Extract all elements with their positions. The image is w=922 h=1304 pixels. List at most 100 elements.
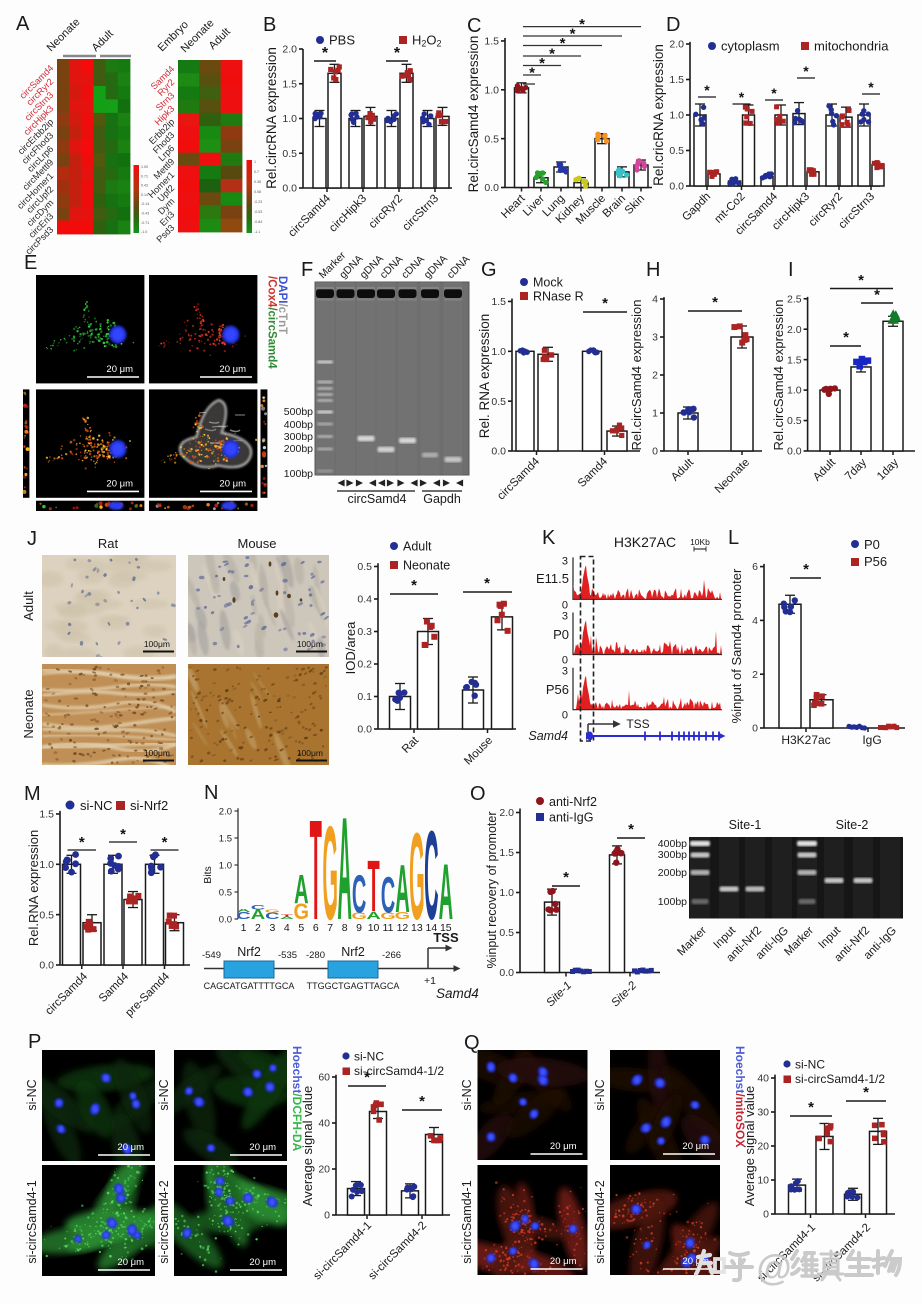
svg-text:0.0: 0.0 (787, 446, 802, 458)
svg-text:H2O2: H2O2 (412, 33, 442, 49)
svg-text:1.00: 1.00 (141, 165, 148, 169)
svg-text:*: * (704, 82, 710, 98)
svg-text:+1: +1 (424, 975, 436, 987)
svg-text:mitochondria: mitochondria (814, 39, 889, 54)
svg-text:*: * (863, 1084, 869, 1101)
svg-text:0.14: 0.14 (141, 193, 148, 197)
svg-text:Rel.cricRNA expression: Rel.cricRNA expression (651, 44, 666, 186)
svg-text:F: F (301, 259, 313, 281)
svg-text:μm: μm (120, 478, 133, 489)
svg-text:20: 20 (318, 1164, 330, 1176)
svg-text:14: 14 (426, 922, 438, 934)
svg-text:400bp: 400bp (284, 419, 313, 431)
svg-text:-0.71: -0.71 (141, 221, 149, 225)
svg-text:*: * (364, 1069, 370, 1086)
svg-text:Adult: Adult (21, 591, 36, 621)
svg-text:Rel.RNA expression: Rel.RNA expression (26, 830, 41, 946)
svg-text:1: 1 (652, 408, 658, 420)
svg-text:100μm: 100μm (144, 748, 170, 758)
svg-text:9: 9 (356, 922, 362, 934)
svg-text:μm: μm (131, 1257, 144, 1268)
svg-text:1.0: 1.0 (669, 110, 684, 122)
svg-text:Neonate: Neonate (21, 689, 36, 738)
svg-text:si-NC: si-NC (157, 1079, 171, 1110)
svg-text:Hoechst/DCFH-DA: Hoechst/DCFH-DA (290, 1046, 304, 1152)
svg-text:μm: μm (563, 1256, 576, 1267)
svg-text:Rel.circSamd4 expression: Rel.circSamd4 expression (629, 299, 644, 450)
svg-text:0.5: 0.5 (787, 415, 802, 427)
svg-text:si-NC: si-NC (460, 1079, 474, 1110)
svg-text:30: 30 (757, 1107, 769, 1119)
svg-text:20: 20 (219, 478, 230, 489)
svg-text:Nrf2: Nrf2 (341, 945, 365, 959)
svg-text:A: A (337, 789, 351, 952)
svg-text:0.4: 0.4 (357, 594, 372, 606)
svg-text:anti-Nrf2: anti-Nrf2 (549, 795, 597, 809)
svg-text:%input recovery of promoter: %input recovery of promoter (485, 811, 499, 968)
svg-text:Mock: Mock (533, 276, 564, 290)
svg-text:*: * (570, 26, 576, 43)
svg-text:1.0: 1.0 (499, 887, 514, 899)
svg-text:0.43: 0.43 (141, 184, 148, 188)
svg-text:*: * (771, 85, 777, 101)
svg-text:G: G (409, 807, 425, 945)
svg-text:RNase R: RNase R (533, 290, 584, 304)
svg-text:T: T (310, 790, 322, 950)
svg-text:20: 20 (117, 1257, 128, 1268)
svg-text:12: 12 (397, 922, 409, 934)
svg-text:1.0: 1.0 (219, 861, 232, 872)
svg-text:K: K (542, 527, 556, 549)
svg-text:*: * (560, 35, 566, 52)
svg-text:si-NC: si-NC (25, 1079, 39, 1110)
svg-text:TTGGCTGAGTTAGCA: TTGGCTGAGTTAGCA (307, 981, 400, 991)
svg-text:C: C (381, 868, 395, 925)
svg-text:Bits: Bits (202, 866, 214, 884)
svg-text:D: D (666, 14, 680, 36)
svg-text:TSS: TSS (626, 717, 649, 731)
svg-text:0.0: 0.0 (219, 915, 232, 926)
svg-text:0: 0 (763, 1209, 769, 1221)
svg-text:@: @ (756, 1247, 791, 1288)
svg-text:IOD/area: IOD/area (343, 621, 358, 675)
svg-text:C: C (352, 863, 366, 924)
svg-text:Site-1: Site-1 (729, 818, 762, 832)
svg-text:2.0: 2.0 (499, 807, 514, 819)
svg-text:A: A (366, 910, 381, 921)
svg-text:0.5: 0.5 (39, 909, 54, 921)
svg-text:A: A (395, 851, 409, 927)
svg-text:7: 7 (327, 922, 333, 934)
svg-text:Rel.circSamd4 expression: Rel.circSamd4 expression (466, 36, 481, 193)
svg-text:Nrf2: Nrf2 (237, 945, 261, 959)
svg-text:si-NC: si-NC (593, 1079, 607, 1110)
svg-text:*: * (874, 287, 880, 304)
svg-text:20: 20 (117, 1142, 128, 1153)
svg-text:4: 4 (284, 922, 290, 934)
svg-text:0.0: 0.0 (39, 960, 54, 972)
svg-text:1.0: 1.0 (39, 859, 54, 871)
svg-text:0.2: 0.2 (357, 659, 372, 671)
svg-text:H: H (646, 259, 660, 281)
svg-text:H3K27AC: H3K27AC (614, 534, 676, 550)
svg-text:*: * (120, 826, 126, 843)
svg-text:*: * (563, 869, 569, 886)
svg-text:I: I (788, 259, 794, 281)
svg-text:G: G (481, 259, 497, 281)
svg-text:circSamd4: circSamd4 (347, 492, 406, 506)
svg-text:M: M (24, 783, 41, 805)
svg-text:20: 20 (249, 1257, 260, 1268)
svg-text:15: 15 (440, 922, 452, 934)
svg-text:C: C (236, 911, 250, 922)
svg-text:G: G (351, 911, 367, 921)
svg-text:*: * (602, 295, 608, 312)
svg-text:1: 1 (241, 922, 247, 934)
svg-text:*: * (868, 79, 874, 95)
svg-text:2.0: 2.0 (219, 807, 232, 818)
svg-text:3: 3 (562, 555, 568, 567)
svg-text:si-circSamd4-1/2: si-circSamd4-1/2 (795, 1072, 885, 1086)
svg-text:0: 0 (324, 1210, 330, 1222)
svg-text:1.5: 1.5 (491, 296, 506, 308)
svg-text:Gapdh: Gapdh (423, 492, 461, 506)
svg-text:Samd4: Samd4 (436, 986, 479, 1001)
svg-text:μm: μm (263, 1142, 276, 1153)
svg-text:200bp: 200bp (658, 867, 687, 879)
